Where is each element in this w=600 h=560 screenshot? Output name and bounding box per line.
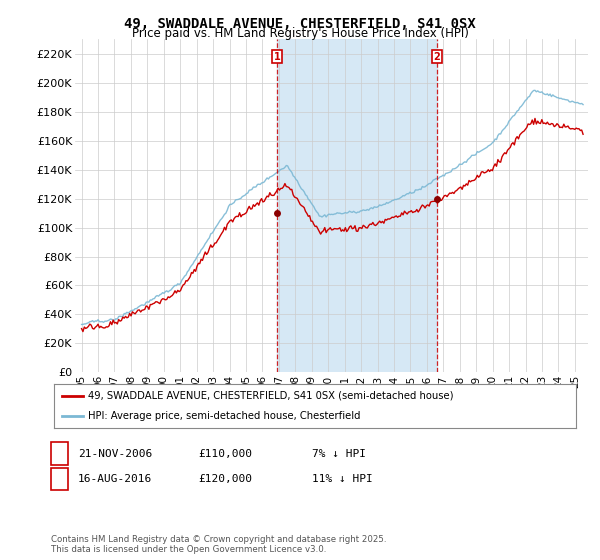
- Point: [272, 208, 282, 217]
- Text: HPI: Average price, semi-detached house, Chesterfield: HPI: Average price, semi-detached house,…: [88, 411, 361, 421]
- Text: 1: 1: [274, 52, 280, 62]
- Text: 49, SWADDALE AVENUE, CHESTERFIELD, S41 0SX (semi-detached house): 49, SWADDALE AVENUE, CHESTERFIELD, S41 0…: [88, 391, 454, 401]
- Text: 1: 1: [56, 449, 63, 459]
- Text: £110,000: £110,000: [198, 449, 252, 459]
- Text: 21-NOV-2006: 21-NOV-2006: [78, 449, 152, 459]
- Text: 11% ↓ HPI: 11% ↓ HPI: [312, 474, 373, 484]
- Text: Price paid vs. HM Land Registry's House Price Index (HPI): Price paid vs. HM Land Registry's House …: [131, 27, 469, 40]
- Text: 7% ↓ HPI: 7% ↓ HPI: [312, 449, 366, 459]
- Bar: [277, 39, 437, 372]
- Text: £120,000: £120,000: [198, 474, 252, 484]
- Text: 2: 2: [56, 474, 63, 484]
- Text: Contains HM Land Registry data © Crown copyright and database right 2025.
This d: Contains HM Land Registry data © Crown c…: [51, 535, 386, 554]
- Point: [432, 194, 442, 203]
- Text: 49, SWADDALE AVENUE, CHESTERFIELD, S41 0SX: 49, SWADDALE AVENUE, CHESTERFIELD, S41 0…: [124, 17, 476, 31]
- Text: 2: 2: [434, 52, 440, 62]
- Text: 16-AUG-2016: 16-AUG-2016: [78, 474, 152, 484]
